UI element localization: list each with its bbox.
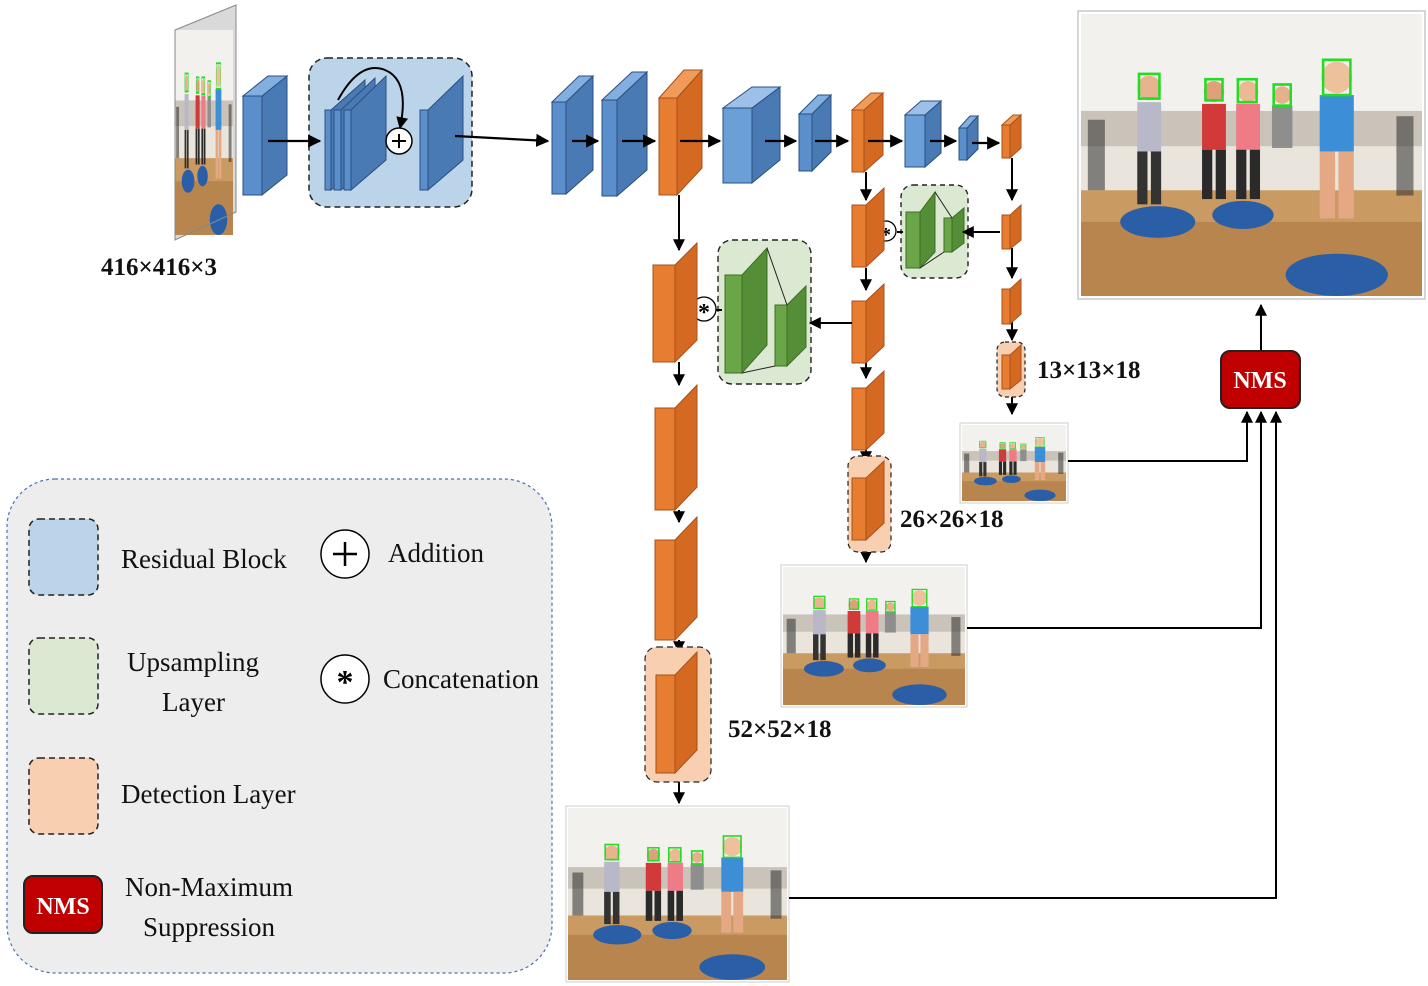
legend-residual-label: Residual Block xyxy=(121,544,287,574)
upsample-shapes-2 xyxy=(724,246,807,375)
legend: Residual Block Addition Upsampling Layer… xyxy=(6,478,553,974)
conv-layer-orange xyxy=(654,515,698,642)
legend-concat-icon: * xyxy=(320,654,370,704)
scale-13-branch xyxy=(996,158,1026,416)
legend-concat-symbol: * xyxy=(337,664,354,701)
concat-symbol: * xyxy=(698,300,710,326)
conv-layer xyxy=(797,93,833,173)
legend-nms-line2: Suppression xyxy=(143,912,276,942)
conv-layer xyxy=(903,99,943,169)
output-image-52 xyxy=(565,805,790,983)
legend-upsampling-swatch xyxy=(28,637,99,715)
nms-box: NMS xyxy=(1220,350,1301,409)
conv-layer-orange xyxy=(655,650,698,775)
nms-label: NMS xyxy=(1233,368,1286,394)
conv-layer-orange xyxy=(1001,343,1022,391)
conv-layer xyxy=(241,74,289,197)
concatenation-node-2: * xyxy=(691,296,717,326)
legend-detection-label: Detection Layer xyxy=(121,779,296,809)
skip-connection-arrow xyxy=(337,67,409,130)
conv-layer-orange xyxy=(1001,203,1022,251)
scale-52-branch xyxy=(644,195,712,805)
conv-layer-orange xyxy=(1000,113,1023,160)
conv-layer-orange xyxy=(654,383,698,512)
conv-layer-orange xyxy=(851,186,885,269)
conv-layer xyxy=(550,74,595,196)
legend-upsampling-line2: Layer xyxy=(162,687,225,717)
residual-conv-stack xyxy=(324,74,464,192)
output-image-13 xyxy=(959,422,1069,504)
output-size-52: 52×52×18 xyxy=(728,716,832,743)
legend-addition-label: Addition xyxy=(388,538,485,568)
conv-layer-orange xyxy=(851,369,885,452)
legend-nms-line1: Non-Maximum xyxy=(125,872,293,902)
concat-symbol: * xyxy=(881,224,891,246)
addition-node xyxy=(385,127,413,155)
conv-layer xyxy=(600,70,649,198)
conv-layer-orange xyxy=(851,282,885,365)
output-size-13: 13×13×18 xyxy=(1037,357,1141,384)
conv-layer-orange xyxy=(850,91,885,174)
output-size-26: 26×26×18 xyxy=(900,506,1004,533)
main-flow-arrows xyxy=(268,133,1001,150)
conv-layer xyxy=(721,86,782,185)
legend-detection-swatch xyxy=(28,757,99,835)
legend-panel xyxy=(6,478,553,974)
legend-nms-badge-text: NMS xyxy=(36,894,89,920)
backbone-layers xyxy=(241,68,1023,198)
scale-26-branch xyxy=(847,172,892,564)
legend-upsampling-line1: Upsampling xyxy=(127,647,259,677)
final-output-image xyxy=(1077,10,1426,300)
upsample-shapes xyxy=(905,190,965,270)
input-size-label: 416×416×3 xyxy=(101,254,217,281)
nms-connectors xyxy=(789,303,1282,899)
legend-nms-badge: NMS xyxy=(23,875,103,934)
legend-concatenation-label: Concatenation xyxy=(383,664,539,694)
conv-layer-orange xyxy=(851,459,885,542)
legend-addition-icon xyxy=(320,529,370,579)
conv-layer xyxy=(957,114,980,162)
conv-layer-orange xyxy=(652,241,698,364)
input-image xyxy=(174,4,237,241)
output-image-26 xyxy=(780,564,968,708)
conv-layer-orange xyxy=(1001,277,1022,326)
conv-layer-orange xyxy=(657,68,704,197)
legend-residual-swatch xyxy=(28,518,99,596)
